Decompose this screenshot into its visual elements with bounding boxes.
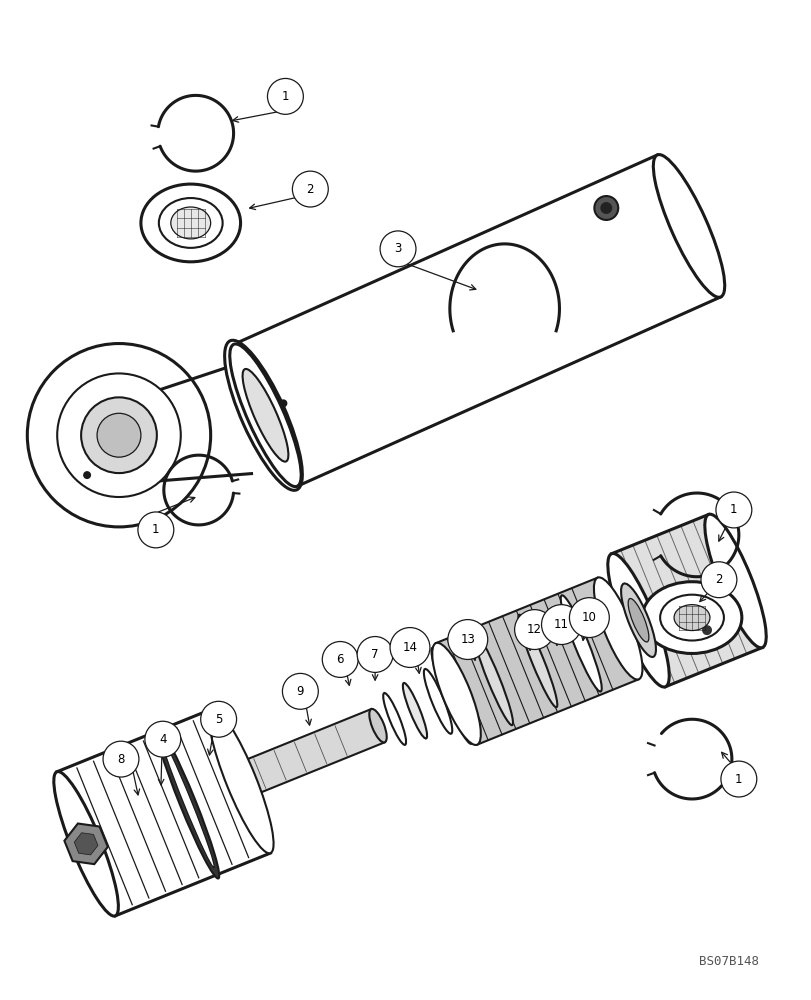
Circle shape — [599, 202, 611, 214]
Circle shape — [103, 741, 139, 777]
Ellipse shape — [208, 709, 273, 853]
Text: 9: 9 — [296, 685, 304, 698]
Circle shape — [282, 673, 318, 709]
Polygon shape — [64, 823, 108, 864]
Text: 8: 8 — [117, 753, 125, 766]
Ellipse shape — [159, 198, 222, 248]
Ellipse shape — [230, 344, 301, 487]
Circle shape — [594, 196, 617, 220]
Text: 10: 10 — [581, 611, 596, 624]
Polygon shape — [611, 514, 762, 687]
Ellipse shape — [369, 709, 386, 742]
Ellipse shape — [474, 633, 513, 725]
Text: 5: 5 — [215, 713, 222, 726]
Polygon shape — [74, 833, 98, 855]
Circle shape — [448, 620, 487, 659]
Circle shape — [28, 344, 210, 527]
Circle shape — [279, 399, 287, 407]
Ellipse shape — [593, 577, 642, 680]
Text: 13: 13 — [460, 633, 474, 646]
Circle shape — [83, 471, 91, 479]
Text: 4: 4 — [159, 733, 166, 746]
Ellipse shape — [141, 184, 240, 262]
Circle shape — [267, 78, 303, 114]
Circle shape — [389, 628, 429, 667]
Ellipse shape — [402, 683, 427, 738]
Text: 11: 11 — [553, 618, 569, 631]
Ellipse shape — [431, 648, 472, 744]
Polygon shape — [234, 709, 384, 798]
Circle shape — [720, 761, 756, 797]
Circle shape — [81, 397, 157, 473]
Circle shape — [715, 492, 751, 528]
Circle shape — [357, 637, 393, 672]
Circle shape — [144, 721, 181, 757]
Circle shape — [322, 642, 358, 677]
Ellipse shape — [383, 693, 406, 745]
Text: 12: 12 — [526, 623, 542, 636]
Text: 14: 14 — [402, 641, 417, 654]
Ellipse shape — [161, 738, 214, 868]
Circle shape — [514, 610, 554, 649]
Ellipse shape — [673, 605, 709, 631]
Ellipse shape — [620, 583, 655, 657]
Ellipse shape — [517, 615, 556, 707]
Circle shape — [97, 413, 141, 457]
Ellipse shape — [628, 599, 648, 642]
Text: BS07B148: BS07B148 — [698, 955, 757, 968]
Circle shape — [700, 562, 736, 598]
Circle shape — [57, 373, 181, 497]
Ellipse shape — [431, 643, 480, 745]
Ellipse shape — [642, 582, 741, 653]
Ellipse shape — [242, 369, 288, 462]
Text: 3: 3 — [394, 242, 401, 255]
Text: 1: 1 — [281, 90, 289, 103]
Text: 1: 1 — [729, 503, 736, 516]
Text: 2: 2 — [307, 183, 314, 196]
Ellipse shape — [659, 595, 723, 641]
Circle shape — [380, 231, 415, 267]
Ellipse shape — [704, 514, 766, 648]
Circle shape — [200, 701, 236, 737]
Circle shape — [569, 598, 608, 638]
Polygon shape — [436, 578, 638, 745]
Text: 1: 1 — [152, 523, 160, 536]
Circle shape — [702, 625, 711, 635]
Ellipse shape — [560, 595, 601, 692]
Text: 6: 6 — [336, 653, 344, 666]
Ellipse shape — [156, 727, 219, 879]
Ellipse shape — [607, 553, 668, 687]
Ellipse shape — [225, 340, 302, 490]
Text: 2: 2 — [714, 573, 722, 586]
Ellipse shape — [170, 207, 210, 239]
Circle shape — [138, 512, 174, 548]
Ellipse shape — [54, 772, 118, 916]
Ellipse shape — [653, 155, 724, 297]
Ellipse shape — [423, 669, 452, 734]
Circle shape — [541, 605, 581, 645]
Circle shape — [292, 171, 328, 207]
Text: 7: 7 — [371, 648, 379, 661]
Text: 1: 1 — [734, 773, 742, 786]
